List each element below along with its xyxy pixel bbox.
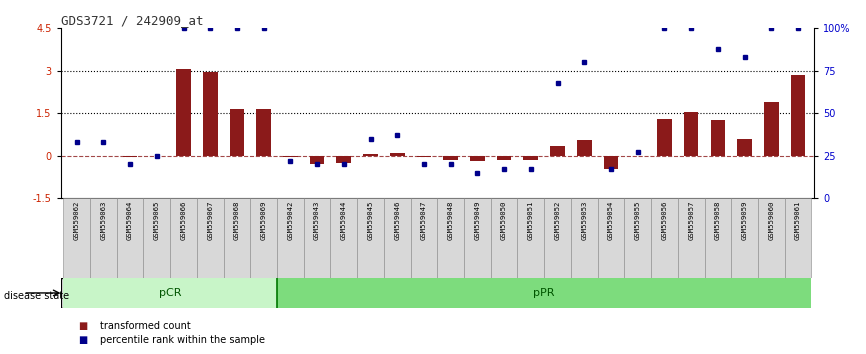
- Text: GSM559049: GSM559049: [475, 201, 481, 240]
- Text: GSM559046: GSM559046: [394, 201, 400, 240]
- FancyBboxPatch shape: [357, 198, 384, 278]
- Bar: [497, 156, 512, 160]
- Text: GSM559065: GSM559065: [154, 201, 160, 240]
- Bar: [123, 156, 138, 157]
- FancyBboxPatch shape: [785, 198, 811, 278]
- Text: GSM559058: GSM559058: [714, 201, 721, 240]
- Text: GSM559067: GSM559067: [207, 201, 213, 240]
- FancyBboxPatch shape: [90, 198, 117, 278]
- Bar: [791, 75, 805, 156]
- Bar: [256, 109, 271, 156]
- Bar: [684, 112, 699, 156]
- Bar: [710, 120, 725, 156]
- Bar: [550, 146, 565, 156]
- Text: GSM559056: GSM559056: [662, 201, 668, 240]
- Text: GSM559066: GSM559066: [180, 201, 186, 240]
- FancyBboxPatch shape: [571, 198, 598, 278]
- Bar: [176, 69, 191, 156]
- FancyBboxPatch shape: [250, 198, 277, 278]
- Text: GSM559054: GSM559054: [608, 201, 614, 240]
- Bar: [443, 156, 458, 160]
- Text: GSM559042: GSM559042: [288, 201, 294, 240]
- Text: pPR: pPR: [533, 288, 555, 298]
- Text: GSM559069: GSM559069: [261, 201, 267, 240]
- Bar: [577, 140, 591, 156]
- Text: GSM559048: GSM559048: [448, 201, 454, 240]
- Bar: [310, 156, 325, 164]
- FancyBboxPatch shape: [117, 198, 144, 278]
- FancyBboxPatch shape: [170, 198, 197, 278]
- FancyBboxPatch shape: [731, 198, 758, 278]
- Bar: [229, 109, 244, 156]
- FancyBboxPatch shape: [63, 278, 277, 308]
- FancyBboxPatch shape: [624, 198, 651, 278]
- FancyBboxPatch shape: [598, 198, 624, 278]
- Bar: [737, 139, 752, 156]
- FancyBboxPatch shape: [144, 198, 170, 278]
- Bar: [203, 72, 217, 156]
- FancyBboxPatch shape: [277, 198, 304, 278]
- Bar: [390, 153, 404, 156]
- Text: GSM559043: GSM559043: [314, 201, 320, 240]
- Text: GSM559044: GSM559044: [341, 201, 346, 240]
- FancyBboxPatch shape: [277, 278, 811, 308]
- FancyBboxPatch shape: [197, 198, 223, 278]
- Text: GSM559062: GSM559062: [74, 201, 80, 240]
- FancyBboxPatch shape: [331, 198, 357, 278]
- Text: pCR: pCR: [158, 288, 181, 298]
- FancyBboxPatch shape: [758, 198, 785, 278]
- Text: GSM559053: GSM559053: [581, 201, 587, 240]
- FancyBboxPatch shape: [223, 198, 250, 278]
- Bar: [417, 156, 431, 157]
- Bar: [523, 156, 538, 160]
- Text: GSM559063: GSM559063: [100, 201, 107, 240]
- Text: GSM559051: GSM559051: [528, 201, 533, 240]
- FancyBboxPatch shape: [63, 198, 90, 278]
- Text: GSM559068: GSM559068: [234, 201, 240, 240]
- Bar: [337, 156, 352, 163]
- Bar: [363, 154, 378, 156]
- Text: GSM559055: GSM559055: [635, 201, 641, 240]
- FancyBboxPatch shape: [491, 198, 518, 278]
- Text: GSM559061: GSM559061: [795, 201, 801, 240]
- FancyBboxPatch shape: [678, 198, 705, 278]
- Text: ■: ■: [78, 335, 87, 345]
- FancyBboxPatch shape: [518, 198, 544, 278]
- Text: ■: ■: [78, 321, 87, 331]
- FancyBboxPatch shape: [304, 198, 331, 278]
- Text: GSM559052: GSM559052: [554, 201, 560, 240]
- FancyBboxPatch shape: [384, 198, 410, 278]
- Text: GSM559064: GSM559064: [127, 201, 133, 240]
- FancyBboxPatch shape: [705, 198, 731, 278]
- Text: transformed count: transformed count: [100, 321, 191, 331]
- FancyBboxPatch shape: [464, 198, 491, 278]
- Text: GSM559059: GSM559059: [741, 201, 747, 240]
- Text: GDS3721 / 242909_at: GDS3721 / 242909_at: [61, 14, 204, 27]
- Text: GSM559045: GSM559045: [367, 201, 373, 240]
- Bar: [657, 119, 672, 156]
- Text: GSM559047: GSM559047: [421, 201, 427, 240]
- Text: GSM559060: GSM559060: [768, 201, 774, 240]
- Text: GSM559050: GSM559050: [501, 201, 507, 240]
- Bar: [764, 102, 779, 156]
- Bar: [470, 156, 485, 161]
- Text: disease state: disease state: [4, 291, 69, 301]
- Bar: [604, 156, 618, 169]
- FancyBboxPatch shape: [651, 198, 678, 278]
- FancyBboxPatch shape: [544, 198, 571, 278]
- Text: GSM559057: GSM559057: [688, 201, 695, 240]
- Text: percentile rank within the sample: percentile rank within the sample: [100, 335, 265, 345]
- FancyBboxPatch shape: [410, 198, 437, 278]
- FancyBboxPatch shape: [437, 198, 464, 278]
- Bar: [283, 156, 298, 157]
